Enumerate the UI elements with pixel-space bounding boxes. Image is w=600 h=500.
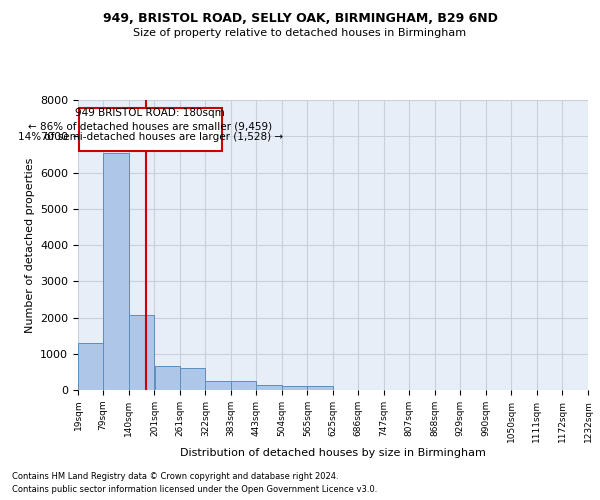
Bar bbox=[282, 386, 307, 390]
Bar bbox=[155, 366, 180, 390]
Bar bbox=[78, 343, 104, 390]
Text: 14% of semi-detached houses are larger (1,528) →: 14% of semi-detached houses are larger (… bbox=[17, 132, 283, 142]
Text: Size of property relative to detached houses in Birmingham: Size of property relative to detached ho… bbox=[133, 28, 467, 38]
Text: 949 BRISTOL ROAD: 180sqm: 949 BRISTOL ROAD: 180sqm bbox=[76, 108, 225, 118]
Bar bbox=[205, 381, 231, 390]
Bar bbox=[256, 386, 281, 390]
Bar bbox=[307, 386, 333, 390]
FancyBboxPatch shape bbox=[79, 108, 221, 152]
Bar bbox=[103, 152, 129, 390]
Y-axis label: Number of detached properties: Number of detached properties bbox=[25, 158, 35, 332]
Text: Contains HM Land Registry data © Crown copyright and database right 2024.: Contains HM Land Registry data © Crown c… bbox=[12, 472, 338, 481]
Bar bbox=[231, 382, 256, 390]
Text: Distribution of detached houses by size in Birmingham: Distribution of detached houses by size … bbox=[180, 448, 486, 458]
Text: Contains public sector information licensed under the Open Government Licence v3: Contains public sector information licen… bbox=[12, 485, 377, 494]
Text: 949, BRISTOL ROAD, SELLY OAK, BIRMINGHAM, B29 6ND: 949, BRISTOL ROAD, SELLY OAK, BIRMINGHAM… bbox=[103, 12, 497, 26]
Bar bbox=[129, 314, 154, 390]
Bar bbox=[180, 368, 205, 390]
Text: ← 86% of detached houses are smaller (9,459): ← 86% of detached houses are smaller (9,… bbox=[28, 121, 272, 131]
